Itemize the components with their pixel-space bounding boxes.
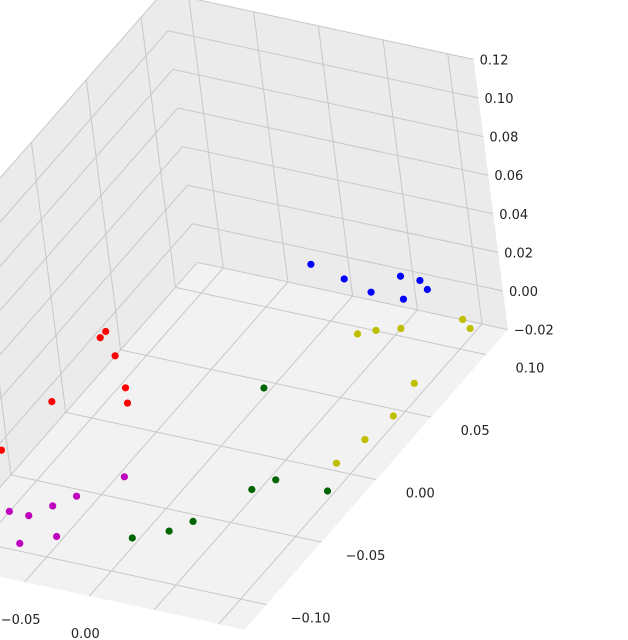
grid-line-z: [0, 107, 179, 312]
grid-line-z: [172, 68, 484, 138]
grid-line-x: [188, 0, 224, 269]
data-point: [372, 326, 380, 335]
data-point: [128, 534, 136, 542]
data-point: [121, 384, 130, 392]
data-point: [248, 485, 256, 494]
grid-line-z: [167, 30, 479, 99]
grid-line-x: [382, 39, 418, 311]
grid-line-y: [0, 385, 12, 475]
z-tick-label: −0.02: [514, 324, 554, 339]
grid-line-y: [120, 349, 432, 418]
data-point: [397, 324, 405, 332]
data-point: [459, 315, 467, 324]
data-point: [272, 476, 280, 484]
grid-line-z: [0, 0, 157, 179]
data-point: [367, 288, 375, 296]
grid-line-z: [182, 146, 494, 215]
data-point: [410, 379, 418, 387]
data-point: [396, 272, 405, 280]
grid-line-z: [0, 262, 198, 489]
data-point: [399, 295, 408, 303]
y-tick-label: 0.10: [516, 362, 545, 377]
data-point: [466, 324, 474, 333]
grid-line-z: [192, 223, 504, 292]
grid-line-y: [0, 546, 267, 606]
data-point: [361, 436, 369, 444]
y-tick-label: −0.05: [346, 549, 386, 564]
data-point: [16, 539, 24, 548]
data-point: [5, 507, 13, 515]
grid-line-z: [0, 184, 188, 400]
data-point: [423, 285, 431, 294]
y-tick-label: 0.05: [461, 424, 490, 439]
data-point: [389, 412, 397, 420]
z-tick-label: 0.08: [489, 131, 518, 146]
z-tick-label: 0.02: [504, 246, 533, 261]
z-tick-label: 0.00: [509, 285, 538, 300]
grid-line-x: [317, 25, 354, 297]
grid-line-y: [140, 17, 176, 288]
grid-line-z: [0, 146, 184, 356]
z-tick-label: 0.10: [485, 92, 514, 107]
y-tick-label: −0.10: [291, 612, 331, 627]
y-tick-label: 0.00: [406, 487, 435, 502]
data-point: [25, 511, 33, 520]
data-point: [96, 334, 104, 342]
grid-line-y: [65, 411, 377, 481]
x-tick-label: 0.00: [71, 627, 100, 640]
grid-line-z: [0, 30, 169, 223]
grid-line-z: [0, 223, 193, 444]
data-point: [323, 487, 332, 495]
grid-line-z: [177, 107, 489, 176]
grid-line-y: [85, 79, 122, 350]
data-point: [189, 517, 197, 526]
data-point: [165, 527, 173, 535]
data-point: [340, 275, 348, 283]
z-tick-label: 0.04: [499, 208, 528, 223]
data-point: [123, 399, 132, 407]
grid-line-y: [10, 474, 322, 543]
grid-line-x: [447, 53, 483, 325]
data-point: [332, 459, 341, 467]
data-points: [0, 260, 474, 548]
data-point: [260, 384, 268, 392]
data-point: [353, 330, 362, 338]
grid-line-y: [30, 142, 67, 413]
x-tick-label: −0.05: [1, 613, 41, 628]
grid-line-z: [197, 261, 509, 331]
data-point: [416, 276, 424, 285]
axis-panes: [0, 0, 508, 630]
data-point: [307, 260, 315, 268]
grid-line-y: [175, 286, 487, 356]
grid-line-z: [196, 0, 474, 60]
z-tick-label: 0.06: [494, 169, 523, 184]
data-point: [111, 352, 119, 360]
data-point: [72, 492, 81, 500]
data-point: [53, 532, 61, 541]
data-point: [120, 473, 128, 481]
data-point: [102, 327, 110, 336]
tick-labels: −0.10−0.050.000.050.10−0.10−0.050.000.05…: [1, 53, 554, 640]
grid-lines: [0, 0, 509, 625]
data-point: [48, 398, 56, 406]
grid-line-z: [0, 69, 174, 268]
grid-line-x: [253, 11, 289, 283]
floor-pane: [0, 262, 508, 630]
data-point: [49, 502, 57, 510]
data-point: [0, 446, 6, 454]
grid-line-z: [187, 184, 499, 253]
z-tick-label: 0.12: [480, 53, 509, 68]
